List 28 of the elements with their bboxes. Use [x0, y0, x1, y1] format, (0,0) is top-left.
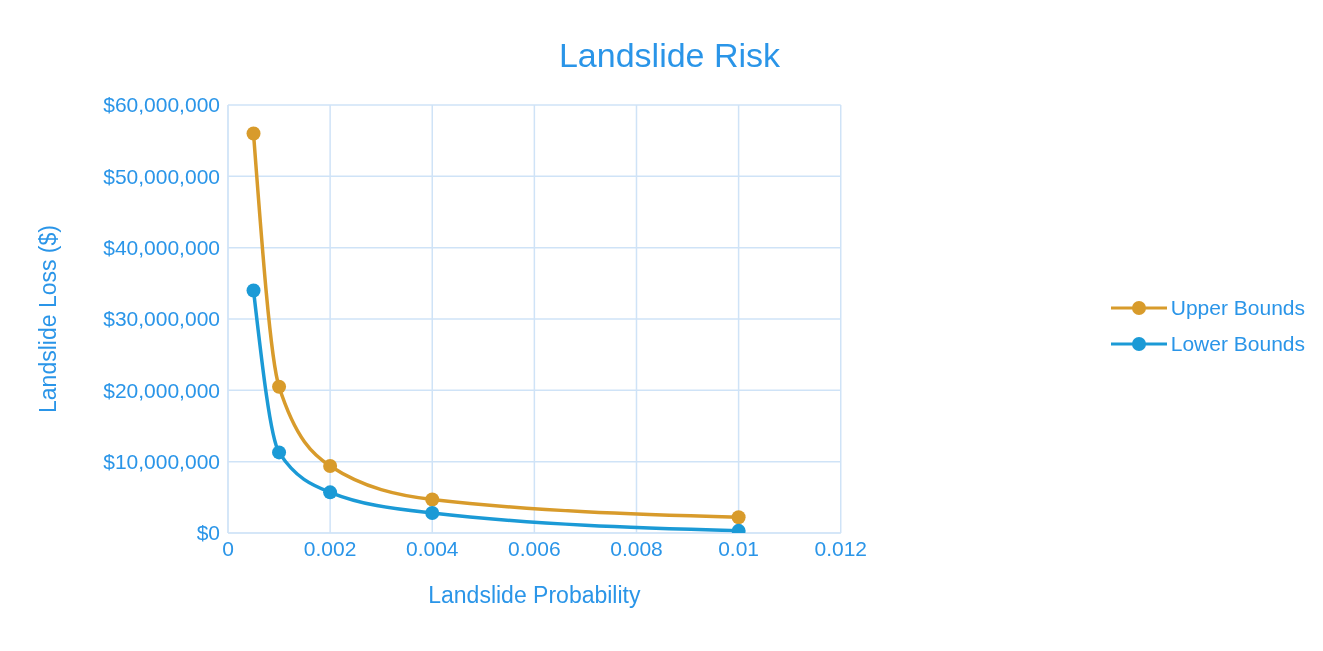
point — [323, 485, 338, 500]
point — [246, 126, 261, 141]
chart-title: Landslide Risk — [557, 36, 782, 75]
x-tick-label: 0.004 — [405, 536, 459, 560]
x-axis-title: Landslide Probability — [428, 582, 641, 608]
x-tick-label: 0.012 — [814, 536, 868, 560]
y-tick-label: $10,000,000 — [103, 450, 220, 474]
legend-label: Lower Bounds — [1170, 331, 1305, 356]
y-tick-label: $60,000,000 — [103, 93, 220, 117]
x-tick-label: 0 — [222, 536, 234, 560]
legend-label: Upper Bounds — [1170, 295, 1305, 320]
y-tick-label: $0 — [196, 521, 220, 545]
point — [272, 379, 287, 394]
y-tick-label: $20,000,000 — [103, 378, 220, 402]
point — [731, 510, 746, 525]
point — [246, 283, 261, 298]
x-tick-label: 0.01 — [718, 536, 760, 560]
x-tick-label: 0.006 — [508, 536, 561, 560]
point — [425, 506, 440, 521]
y-tick-label: $40,000,000 — [103, 236, 220, 260]
point — [425, 492, 440, 507]
y-tick-label: $50,000,000 — [103, 164, 220, 188]
point — [323, 458, 338, 473]
x-tick-label: 0.008 — [610, 536, 663, 560]
y-axis-title: Landslide Loss ($) — [35, 225, 62, 413]
x-tick-label: 0.002 — [303, 536, 357, 560]
y-tick-label: $30,000,000 — [103, 307, 220, 331]
point — [272, 445, 287, 460]
